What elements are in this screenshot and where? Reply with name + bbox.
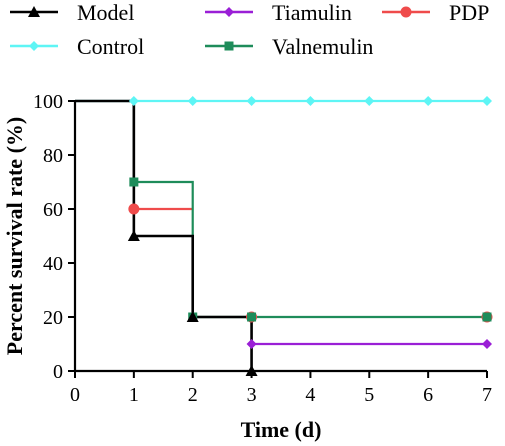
x-tick-label-4: 4: [305, 384, 315, 406]
legend-marker-valnemulin: [224, 41, 234, 51]
marker-model-2: [186, 311, 199, 322]
y-tick-label-60: 60: [43, 199, 63, 221]
marker-control-7: [482, 96, 492, 106]
marker-model-1: [127, 230, 140, 241]
marker-control-4: [305, 96, 316, 106]
marker-control-5: [364, 96, 375, 106]
legend-label-control: Control: [77, 34, 144, 59]
marker-control-6: [423, 96, 434, 106]
x-tick-label-1: 1: [129, 384, 139, 406]
legend-label-tiamulin: Tiamulin: [272, 0, 352, 25]
marker-tiamulin-7: [482, 339, 492, 349]
x-tick-label-2: 2: [188, 384, 198, 406]
marker-control-1: [128, 96, 139, 106]
legend-label-model: Model: [77, 0, 134, 25]
marker-valnemulin-7: [482, 312, 492, 322]
x-tick-label-3: 3: [247, 384, 257, 406]
y-tick-label-20: 20: [43, 307, 63, 329]
legend-label-valnemulin: Valnemulin: [272, 34, 373, 59]
x-tick-label-0: 0: [70, 384, 80, 406]
marker-tiamulin-3: [246, 339, 257, 349]
x-tick-label-7: 7: [482, 384, 492, 406]
x-tick-label-6: 6: [423, 384, 433, 406]
x-axis-title: Time (d): [241, 417, 322, 442]
y-axis-title: Percent survival rate (%): [2, 117, 27, 355]
marker-valnemulin-1: [129, 177, 139, 187]
y-tick-label-80: 80: [43, 145, 63, 167]
series-line-model: [75, 99, 253, 371]
legend: Model Control Tiamulin Valnemulin PDP: [10, 0, 489, 59]
legend-label-pdp: PDP: [449, 0, 489, 25]
legend-marker-model: [28, 6, 40, 17]
y-tick-label-100: 100: [33, 91, 63, 113]
marker-control-3: [246, 96, 257, 106]
series-layer: [75, 96, 493, 376]
legend-marker-control: [29, 41, 39, 51]
ticks: 0 1 2 3 4 5 6 7 0 20 40 60 80 100: [33, 91, 492, 406]
legend-marker-pdp: [400, 6, 412, 18]
x-tick-label-5: 5: [364, 384, 374, 406]
marker-valnemulin-3: [247, 312, 257, 322]
marker-pdp-1: [128, 203, 140, 215]
y-tick-label-0: 0: [53, 361, 63, 383]
y-tick-label-40: 40: [43, 253, 63, 275]
axes: [73, 101, 487, 373]
marker-control-2: [187, 96, 198, 106]
legend-marker-tiamulin: [224, 7, 234, 17]
